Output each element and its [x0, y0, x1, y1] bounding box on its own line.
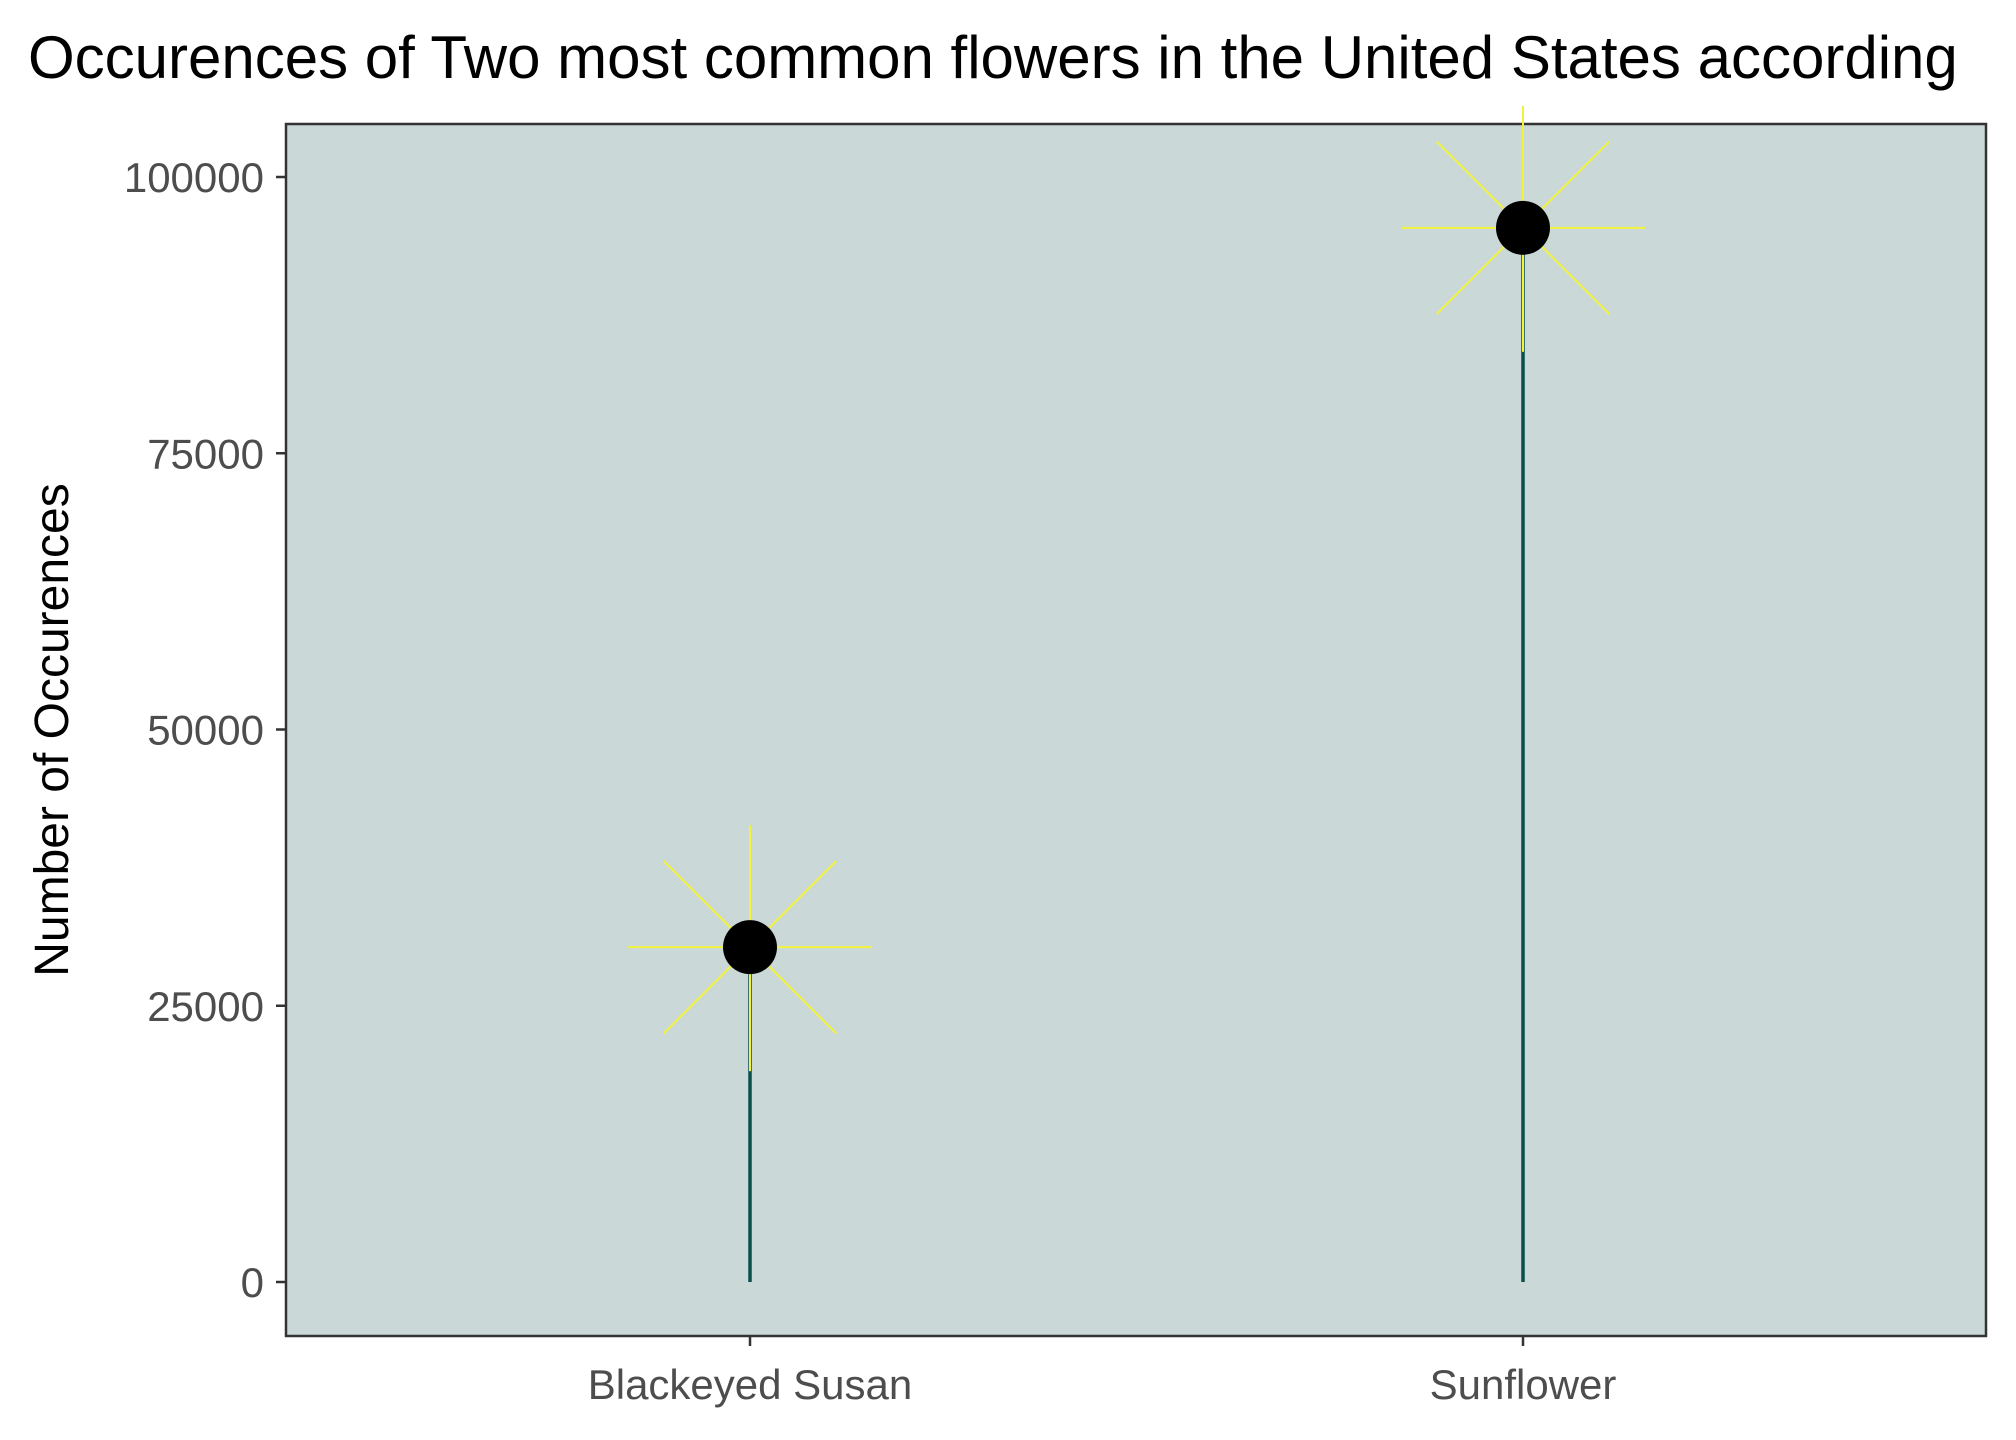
- data-point: [1496, 200, 1550, 255]
- data-point: [723, 920, 777, 975]
- x-tick-label: Sunflower: [1430, 1361, 1617, 1408]
- y-tick-label: 25000: [147, 983, 264, 1030]
- x-axis: Blackeyed Susan Sunflower: [588, 1336, 1617, 1408]
- y-tick-label: 100000: [124, 154, 264, 201]
- x-tick-label: Blackeyed Susan: [588, 1361, 913, 1408]
- plot-panel: [284, 122, 1988, 1338]
- chart-title: Occurences of Two most common flowers in…: [28, 24, 1958, 91]
- y-tick-label: 50000: [147, 707, 264, 754]
- y-axis: 0 25000 50000 75000 100000: [124, 154, 286, 1306]
- y-tick-label: 75000: [147, 430, 264, 477]
- y-tick-label: 0: [241, 1259, 264, 1306]
- y-axis-label: Number of Occurences: [26, 483, 79, 977]
- data-marks: [628, 105, 1645, 1282]
